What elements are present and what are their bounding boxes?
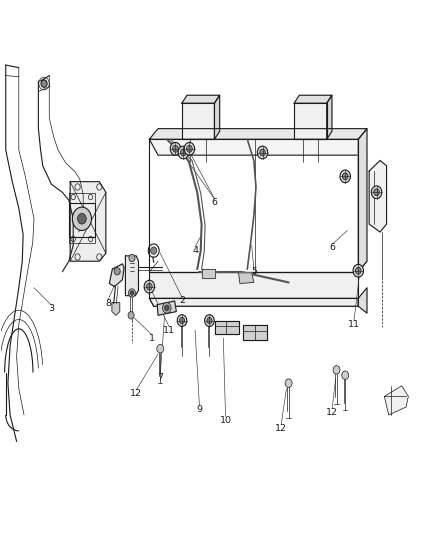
- Polygon shape: [70, 182, 106, 261]
- Circle shape: [187, 146, 192, 152]
- Circle shape: [285, 379, 292, 387]
- Polygon shape: [385, 386, 408, 415]
- Circle shape: [144, 280, 155, 293]
- Text: 11: 11: [163, 326, 175, 335]
- Circle shape: [333, 366, 340, 374]
- Text: 8: 8: [105, 299, 111, 308]
- Polygon shape: [369, 160, 387, 232]
- Polygon shape: [69, 203, 95, 237]
- Polygon shape: [358, 128, 367, 272]
- Text: 10: 10: [219, 416, 232, 425]
- Text: 4: 4: [192, 246, 198, 255]
- Circle shape: [72, 207, 92, 230]
- Circle shape: [178, 146, 188, 159]
- Circle shape: [340, 170, 350, 183]
- Circle shape: [260, 149, 265, 156]
- Circle shape: [128, 312, 134, 319]
- Polygon shape: [149, 272, 358, 298]
- Text: 12: 12: [275, 424, 287, 433]
- Text: 7: 7: [157, 373, 163, 382]
- Text: 3: 3: [48, 304, 54, 313]
- Text: 1: 1: [148, 334, 155, 343]
- Polygon shape: [125, 256, 138, 296]
- Circle shape: [129, 254, 135, 262]
- Circle shape: [372, 187, 381, 198]
- Text: 5: 5: [251, 268, 257, 276]
- Polygon shape: [243, 325, 267, 340]
- Circle shape: [205, 315, 214, 326]
- Circle shape: [374, 189, 379, 196]
- Circle shape: [353, 264, 364, 277]
- Circle shape: [257, 146, 268, 159]
- Polygon shape: [157, 301, 177, 316]
- Circle shape: [128, 289, 135, 297]
- Circle shape: [343, 173, 348, 180]
- Text: 12: 12: [131, 389, 142, 398]
- Polygon shape: [201, 269, 215, 278]
- Text: 11: 11: [348, 320, 360, 329]
- Circle shape: [41, 80, 47, 87]
- Polygon shape: [215, 95, 219, 139]
- Text: 6: 6: [329, 244, 335, 253]
- Text: 9: 9: [196, 405, 202, 414]
- Circle shape: [165, 305, 169, 311]
- Polygon shape: [149, 128, 367, 139]
- Circle shape: [371, 186, 382, 199]
- Circle shape: [130, 291, 134, 295]
- Polygon shape: [182, 95, 219, 103]
- Circle shape: [180, 149, 186, 156]
- Circle shape: [177, 315, 187, 326]
- Circle shape: [78, 214, 86, 224]
- Circle shape: [151, 247, 157, 254]
- Text: 6: 6: [212, 198, 218, 207]
- Circle shape: [342, 371, 349, 379]
- Polygon shape: [149, 139, 367, 155]
- Polygon shape: [294, 95, 332, 103]
- Polygon shape: [149, 298, 358, 306]
- Polygon shape: [327, 95, 332, 139]
- Circle shape: [157, 344, 164, 353]
- Polygon shape: [294, 103, 327, 139]
- Circle shape: [184, 142, 194, 155]
- Circle shape: [180, 317, 185, 324]
- Circle shape: [173, 146, 178, 152]
- Circle shape: [170, 142, 181, 155]
- Circle shape: [162, 303, 171, 313]
- Polygon shape: [358, 288, 367, 313]
- Polygon shape: [215, 320, 239, 334]
- Polygon shape: [110, 264, 124, 287]
- Text: 2: 2: [179, 296, 185, 305]
- Polygon shape: [182, 103, 215, 139]
- Circle shape: [207, 317, 212, 324]
- Circle shape: [146, 283, 152, 290]
- Text: 12: 12: [326, 408, 338, 417]
- Polygon shape: [239, 273, 254, 284]
- Circle shape: [355, 267, 361, 274]
- Polygon shape: [112, 303, 120, 316]
- Circle shape: [114, 268, 120, 275]
